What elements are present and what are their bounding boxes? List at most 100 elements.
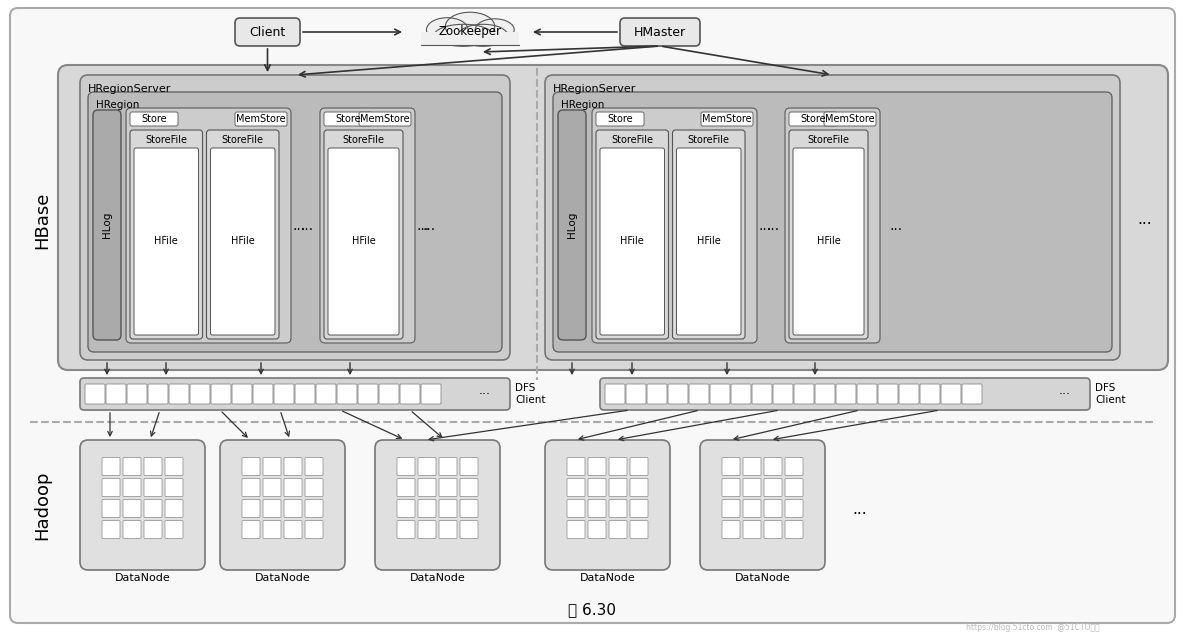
Text: DataNode: DataNode — [115, 573, 170, 583]
FancyBboxPatch shape — [789, 112, 837, 126]
FancyBboxPatch shape — [263, 521, 281, 538]
FancyBboxPatch shape — [263, 479, 281, 497]
FancyBboxPatch shape — [263, 457, 281, 476]
Text: ...: ... — [889, 218, 902, 232]
FancyBboxPatch shape — [126, 108, 291, 343]
FancyBboxPatch shape — [630, 479, 648, 497]
Ellipse shape — [458, 24, 508, 46]
Text: DataNode: DataNode — [580, 573, 636, 583]
FancyBboxPatch shape — [242, 479, 260, 497]
FancyBboxPatch shape — [102, 479, 120, 497]
FancyBboxPatch shape — [439, 521, 457, 538]
Text: StoreFile: StoreFile — [807, 135, 849, 145]
FancyBboxPatch shape — [668, 384, 688, 404]
Text: HFile: HFile — [231, 236, 255, 246]
FancyBboxPatch shape — [418, 521, 436, 538]
FancyBboxPatch shape — [375, 440, 500, 570]
FancyBboxPatch shape — [722, 457, 740, 476]
Text: StoreFile: StoreFile — [146, 135, 187, 145]
FancyBboxPatch shape — [567, 500, 585, 518]
Text: ...: ... — [852, 502, 868, 518]
FancyBboxPatch shape — [284, 479, 302, 497]
FancyBboxPatch shape — [461, 457, 478, 476]
FancyBboxPatch shape — [744, 479, 761, 497]
FancyBboxPatch shape — [961, 384, 982, 404]
FancyBboxPatch shape — [592, 108, 757, 343]
FancyBboxPatch shape — [305, 457, 323, 476]
FancyBboxPatch shape — [324, 112, 372, 126]
Text: Store: Store — [335, 114, 361, 124]
FancyBboxPatch shape — [305, 479, 323, 497]
FancyBboxPatch shape — [232, 384, 252, 404]
FancyBboxPatch shape — [397, 457, 416, 476]
FancyBboxPatch shape — [558, 110, 586, 340]
FancyBboxPatch shape — [211, 384, 231, 404]
Text: HRegion: HRegion — [96, 100, 140, 110]
Text: https://blog.51cto.com  @51CTO博客: https://blog.51cto.com @51CTO博客 — [966, 622, 1100, 631]
FancyBboxPatch shape — [567, 479, 585, 497]
FancyBboxPatch shape — [130, 112, 178, 126]
FancyBboxPatch shape — [211, 148, 275, 335]
FancyBboxPatch shape — [358, 384, 378, 404]
FancyBboxPatch shape — [81, 378, 510, 410]
FancyBboxPatch shape — [81, 440, 205, 570]
Text: MemStore: MemStore — [702, 114, 752, 124]
FancyBboxPatch shape — [324, 130, 403, 339]
FancyBboxPatch shape — [588, 479, 606, 497]
FancyBboxPatch shape — [284, 500, 302, 518]
FancyBboxPatch shape — [418, 500, 436, 518]
FancyBboxPatch shape — [764, 521, 781, 538]
FancyBboxPatch shape — [596, 130, 669, 339]
Text: HRegionServer: HRegionServer — [553, 84, 636, 94]
FancyBboxPatch shape — [284, 521, 302, 538]
Text: 图 6.30: 图 6.30 — [568, 603, 616, 617]
FancyBboxPatch shape — [85, 384, 105, 404]
FancyBboxPatch shape — [567, 457, 585, 476]
FancyBboxPatch shape — [461, 500, 478, 518]
FancyBboxPatch shape — [242, 500, 260, 518]
FancyBboxPatch shape — [123, 479, 141, 497]
FancyBboxPatch shape — [165, 521, 184, 538]
Ellipse shape — [475, 19, 514, 41]
FancyBboxPatch shape — [785, 479, 803, 497]
FancyBboxPatch shape — [320, 108, 416, 343]
FancyBboxPatch shape — [731, 384, 751, 404]
FancyBboxPatch shape — [148, 384, 168, 404]
FancyBboxPatch shape — [295, 384, 315, 404]
FancyBboxPatch shape — [422, 32, 519, 45]
Text: StoreFile: StoreFile — [342, 135, 385, 145]
Ellipse shape — [435, 24, 493, 46]
FancyBboxPatch shape — [605, 384, 625, 404]
FancyBboxPatch shape — [144, 479, 162, 497]
FancyBboxPatch shape — [94, 110, 121, 340]
FancyBboxPatch shape — [144, 500, 162, 518]
FancyBboxPatch shape — [165, 457, 184, 476]
FancyBboxPatch shape — [609, 521, 628, 538]
Text: MemStore: MemStore — [236, 114, 285, 124]
FancyBboxPatch shape — [676, 148, 741, 335]
FancyBboxPatch shape — [773, 384, 793, 404]
FancyBboxPatch shape — [815, 384, 835, 404]
FancyBboxPatch shape — [700, 440, 825, 570]
FancyBboxPatch shape — [305, 521, 323, 538]
FancyBboxPatch shape — [609, 457, 628, 476]
FancyBboxPatch shape — [588, 521, 606, 538]
FancyBboxPatch shape — [567, 521, 585, 538]
Text: ...: ... — [759, 218, 772, 232]
FancyBboxPatch shape — [785, 457, 803, 476]
FancyBboxPatch shape — [710, 384, 731, 404]
FancyBboxPatch shape — [824, 112, 876, 126]
Text: ...: ... — [417, 218, 430, 232]
FancyBboxPatch shape — [102, 500, 120, 518]
FancyBboxPatch shape — [189, 384, 210, 404]
Text: MemStore: MemStore — [825, 114, 875, 124]
FancyBboxPatch shape — [220, 440, 345, 570]
FancyBboxPatch shape — [127, 384, 147, 404]
FancyBboxPatch shape — [400, 384, 420, 404]
Text: StoreFile: StoreFile — [611, 135, 654, 145]
FancyBboxPatch shape — [102, 521, 120, 538]
FancyBboxPatch shape — [630, 521, 648, 538]
FancyBboxPatch shape — [744, 457, 761, 476]
Text: HMaster: HMaster — [633, 25, 686, 39]
FancyBboxPatch shape — [439, 457, 457, 476]
